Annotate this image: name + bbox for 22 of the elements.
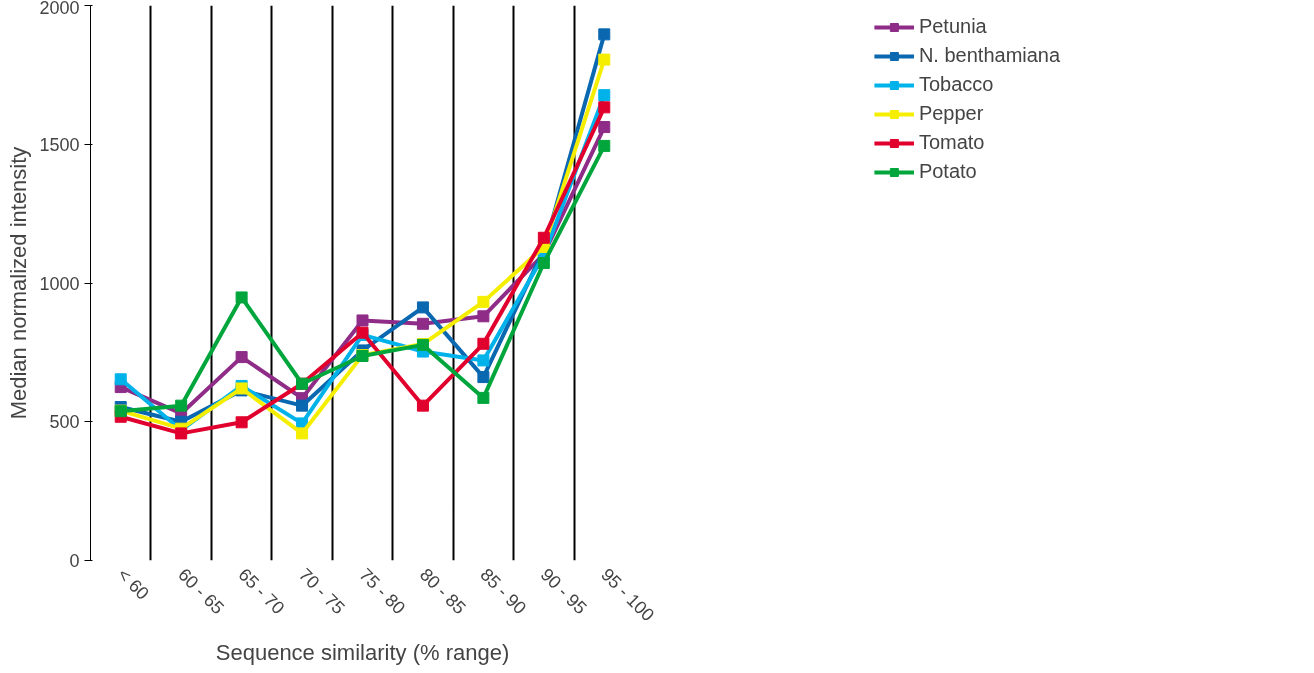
x-tick-label: 90 - 95 (536, 564, 591, 619)
y-tick-label: 1000 (39, 273, 80, 294)
legend-label: Tomato (918, 131, 985, 154)
legend-label: Tobacco (918, 73, 994, 96)
legend-label: N. benthamiana (918, 44, 1061, 67)
x-tick-label: 85 - 90 (476, 564, 531, 619)
x-axis-title: Sequence similarity (% range) (215, 640, 510, 666)
y-tick-label: 2000 (39, 0, 80, 18)
x-tick-label: 80 - 85 (415, 564, 470, 619)
x-tick-label: 95 - 100 (597, 564, 659, 626)
y-tick-label: 1500 (39, 134, 80, 155)
legend-label: Potato (918, 160, 977, 183)
x-tick-label: 75 - 80 (355, 564, 410, 619)
x-tick-label: 65 - 70 (234, 564, 289, 619)
x-tick-label: < 60 (113, 564, 153, 604)
x-tick-label: 70 - 75 (294, 564, 349, 619)
legend-label: Petunia (918, 15, 987, 38)
y-tick-label: 500 (49, 412, 80, 433)
y-tick-label: 0 (69, 551, 80, 571)
legend-label: Pepper (918, 102, 984, 125)
x-tick-label: 60 - 65 (174, 564, 228, 619)
y-axis-title: Median normalized intensity (6, 146, 32, 420)
